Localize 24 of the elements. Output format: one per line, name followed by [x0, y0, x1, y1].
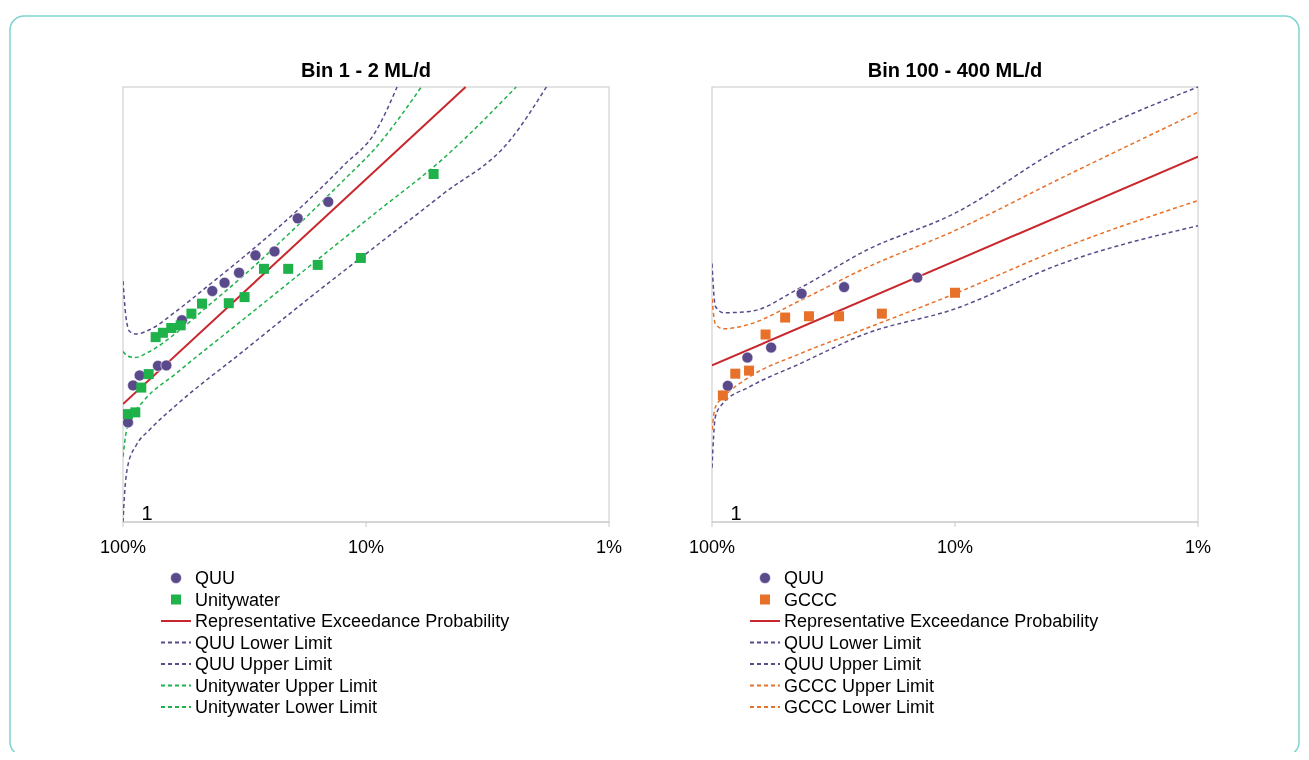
legend-label: Unitywater Upper Limit: [195, 675, 378, 696]
annotation: 1: [141, 502, 153, 524]
chart-title: Bin 100 - 400 ML/d: [867, 59, 1043, 81]
x-tick-label: 10%: [347, 537, 385, 557]
legend-label: GCCC: [784, 589, 837, 610]
legend-label: QUU Upper Limit: [784, 654, 922, 674]
x-tick-label: 100%: [99, 537, 147, 557]
legend-label: GCCC Lower Limit: [784, 697, 935, 717]
legend-label: GCCC Upper Limit: [784, 675, 935, 696]
legend-label: Unitywater: [195, 589, 281, 610]
chart-title: Bin 1 - 2 ML/d: [301, 59, 431, 81]
legend-label: QUU: [784, 568, 824, 588]
x-tick-label: 10%: [936, 537, 974, 557]
x-tick-label: 1%: [595, 537, 623, 557]
legend-label: Representative Exceedance Probability: [195, 611, 510, 631]
legend-label: QUU: [195, 568, 235, 588]
legend-label: QUU Lower Limit: [195, 632, 333, 653]
legend-label: Unitywater Lower Limit: [195, 697, 378, 717]
legend-label: QUU Lower Limit: [784, 632, 922, 653]
legend-label: QUU Upper Limit: [195, 654, 333, 674]
legend-label: Representative Exceedance Probability: [784, 611, 1099, 631]
x-tick-label: 1%: [1184, 537, 1212, 557]
x-tick-label: 100%: [688, 537, 736, 557]
annotation: 1: [730, 502, 742, 524]
